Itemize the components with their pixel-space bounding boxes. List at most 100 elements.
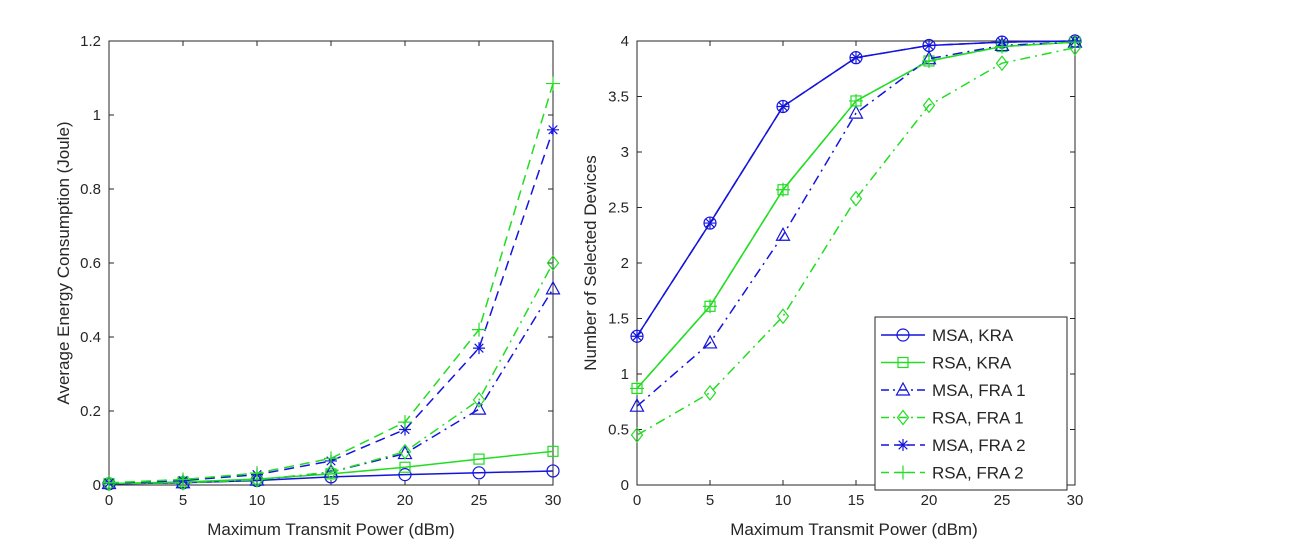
energy-ytick-label: 0.8 [80,181,101,198]
energy-data-point [324,451,338,466]
energy-ytick-label: 0.2 [80,403,101,420]
devices-legend-marker [896,465,910,480]
energy-xtick-label: 10 [249,492,266,509]
energy-xlabel: Maximum Transmit Power (dBm) [207,520,454,539]
energy-data-point [102,475,116,492]
devices-data-point [630,381,644,396]
devices-legend-box [874,316,1068,491]
energy-consumption-chart: 0 5 10 15 20 25 30 0 0.2 0.4 0.6 0.8 1 1.2 Maximum Tr… [54,33,561,539]
devices-xlabel: Maximum Transmit Power (dBm) [730,520,977,539]
devices-legend-label: RSA, FRA 2 [932,464,1024,483]
energy-data-point [473,453,485,465]
devices-data-point [922,97,936,114]
devices-ylabel: Number of Selected Devices [581,155,600,370]
devices-legend: MSA, KRA RSA, KRA MSA, FRA 1 RSA, FRA 1 MSA,… [874,316,1068,491]
devices-legend-marker [897,356,909,369]
energy-ytick-label: 0.4 [80,329,101,346]
energy-series-5 [102,76,560,490]
devices-data-point [776,308,790,325]
devices-xtick-label: 5 [706,492,714,509]
energy-data-point [473,342,485,355]
energy-data-point [546,464,560,478]
devices-legend-label: RSA, FRA 1 [932,409,1024,428]
devices-data-point [995,39,1009,54]
energy-xtick-label: 20 [397,492,414,509]
energy-data-point [324,464,338,481]
devices-data-point [848,104,864,119]
devices-data-point [922,53,936,68]
devices-data-point [923,39,935,52]
devices-legend-label: MSA, FRA 1 [932,381,1026,400]
energy-data-point [547,445,559,457]
devices-data-point [849,93,863,108]
devices-ytick-label: 3.5 [608,89,629,106]
energy-data-point [398,415,412,430]
devices-data-point [995,55,1009,72]
devices-data-point [631,330,643,343]
devices-data-point [850,51,862,64]
energy-ytick-label: 1 [93,107,101,124]
devices-xtick-label: 30 [1067,492,1084,509]
energy-ytick-label: 0 [93,477,101,494]
energy-data-point [472,466,486,480]
selected-devices-chart: 0 5 10 15 20 25 30 0 0.5 1 1.5 2 2.5 3 3.5 4 MSA, KRA RSA… [581,33,1083,539]
energy-data-point [471,400,487,415]
devices-data-point [703,384,717,401]
devices-legend-marker [896,328,910,342]
devices-data-point [849,190,863,207]
devices-ytick-label: 2 [621,255,629,272]
devices-xtick-label: 25 [994,492,1011,509]
devices-legend-marker [896,409,910,426]
devices-plot-area: 0 5 10 15 20 25 30 0 0.5 1 1.5 2 2.5 3 3.5 4 MSA, KRA RSA… [608,33,1083,509]
energy-data-point [176,472,190,487]
energy-data-point [175,474,191,489]
energy-data-point [398,468,412,482]
devices-legend-label: MSA, FRA 2 [932,436,1026,455]
devices-data-point [702,334,718,349]
devices-ytick-label: 4 [621,33,629,50]
devices-series-5 [630,35,1082,396]
devices-xtick-label: 15 [848,492,865,509]
energy-data-point [546,76,560,91]
energy-data-point [472,391,486,408]
energy-axes-box [108,40,554,486]
energy-data-point [102,475,116,490]
energy-xtick-label: 30 [545,492,562,509]
devices-ytick-label: 1 [621,366,629,383]
devices-legend-label: MSA, KRA [932,326,1014,345]
devices-data-point [704,217,716,230]
energy-data-point [545,280,561,295]
devices-data-point [703,299,717,314]
devices-xtick-label: 10 [775,492,792,509]
devices-ytick-label: 3 [621,144,629,161]
energy-data-point [250,466,264,481]
energy-data-point [399,461,411,473]
devices-ytick-label: 2.5 [608,200,629,217]
devices-series-line [636,46,1076,436]
devices-xtick-label: 20 [921,492,938,509]
devices-ytick-label: 1.5 [608,311,629,328]
energy-data-point [546,255,560,271]
devices-data-point [777,100,789,113]
devices-data-point [629,397,645,412]
energy-data-point [472,322,486,337]
devices-data-point [1068,35,1082,50]
devices-xtick-label: 0 [633,492,641,509]
energy-ytick-label: 0.6 [80,255,101,272]
devices-ytick-label: 0 [621,477,629,494]
energy-data-point [249,471,265,486]
devices-series-3 [630,39,1082,444]
energy-data-point [398,443,412,460]
devices-data-point [630,427,644,444]
energy-xtick-label: 25 [471,492,488,509]
energy-ylabel: Average Energy Consumption (Joule) [54,121,73,404]
devices-legend-marker [897,439,909,451]
energy-xtick-label: 15 [323,492,340,509]
energy-plot-area: 0 5 10 15 20 25 30 0 0.2 0.4 0.6 0.8 1 1.2 [80,33,561,509]
devices-data-point [776,182,790,197]
devices-ytick-label: 0.5 [608,422,629,439]
devices-legend-label: RSA, KRA [932,354,1012,373]
energy-xtick-label: 0 [105,492,113,509]
energy-ytick-label: 1.2 [80,33,101,50]
